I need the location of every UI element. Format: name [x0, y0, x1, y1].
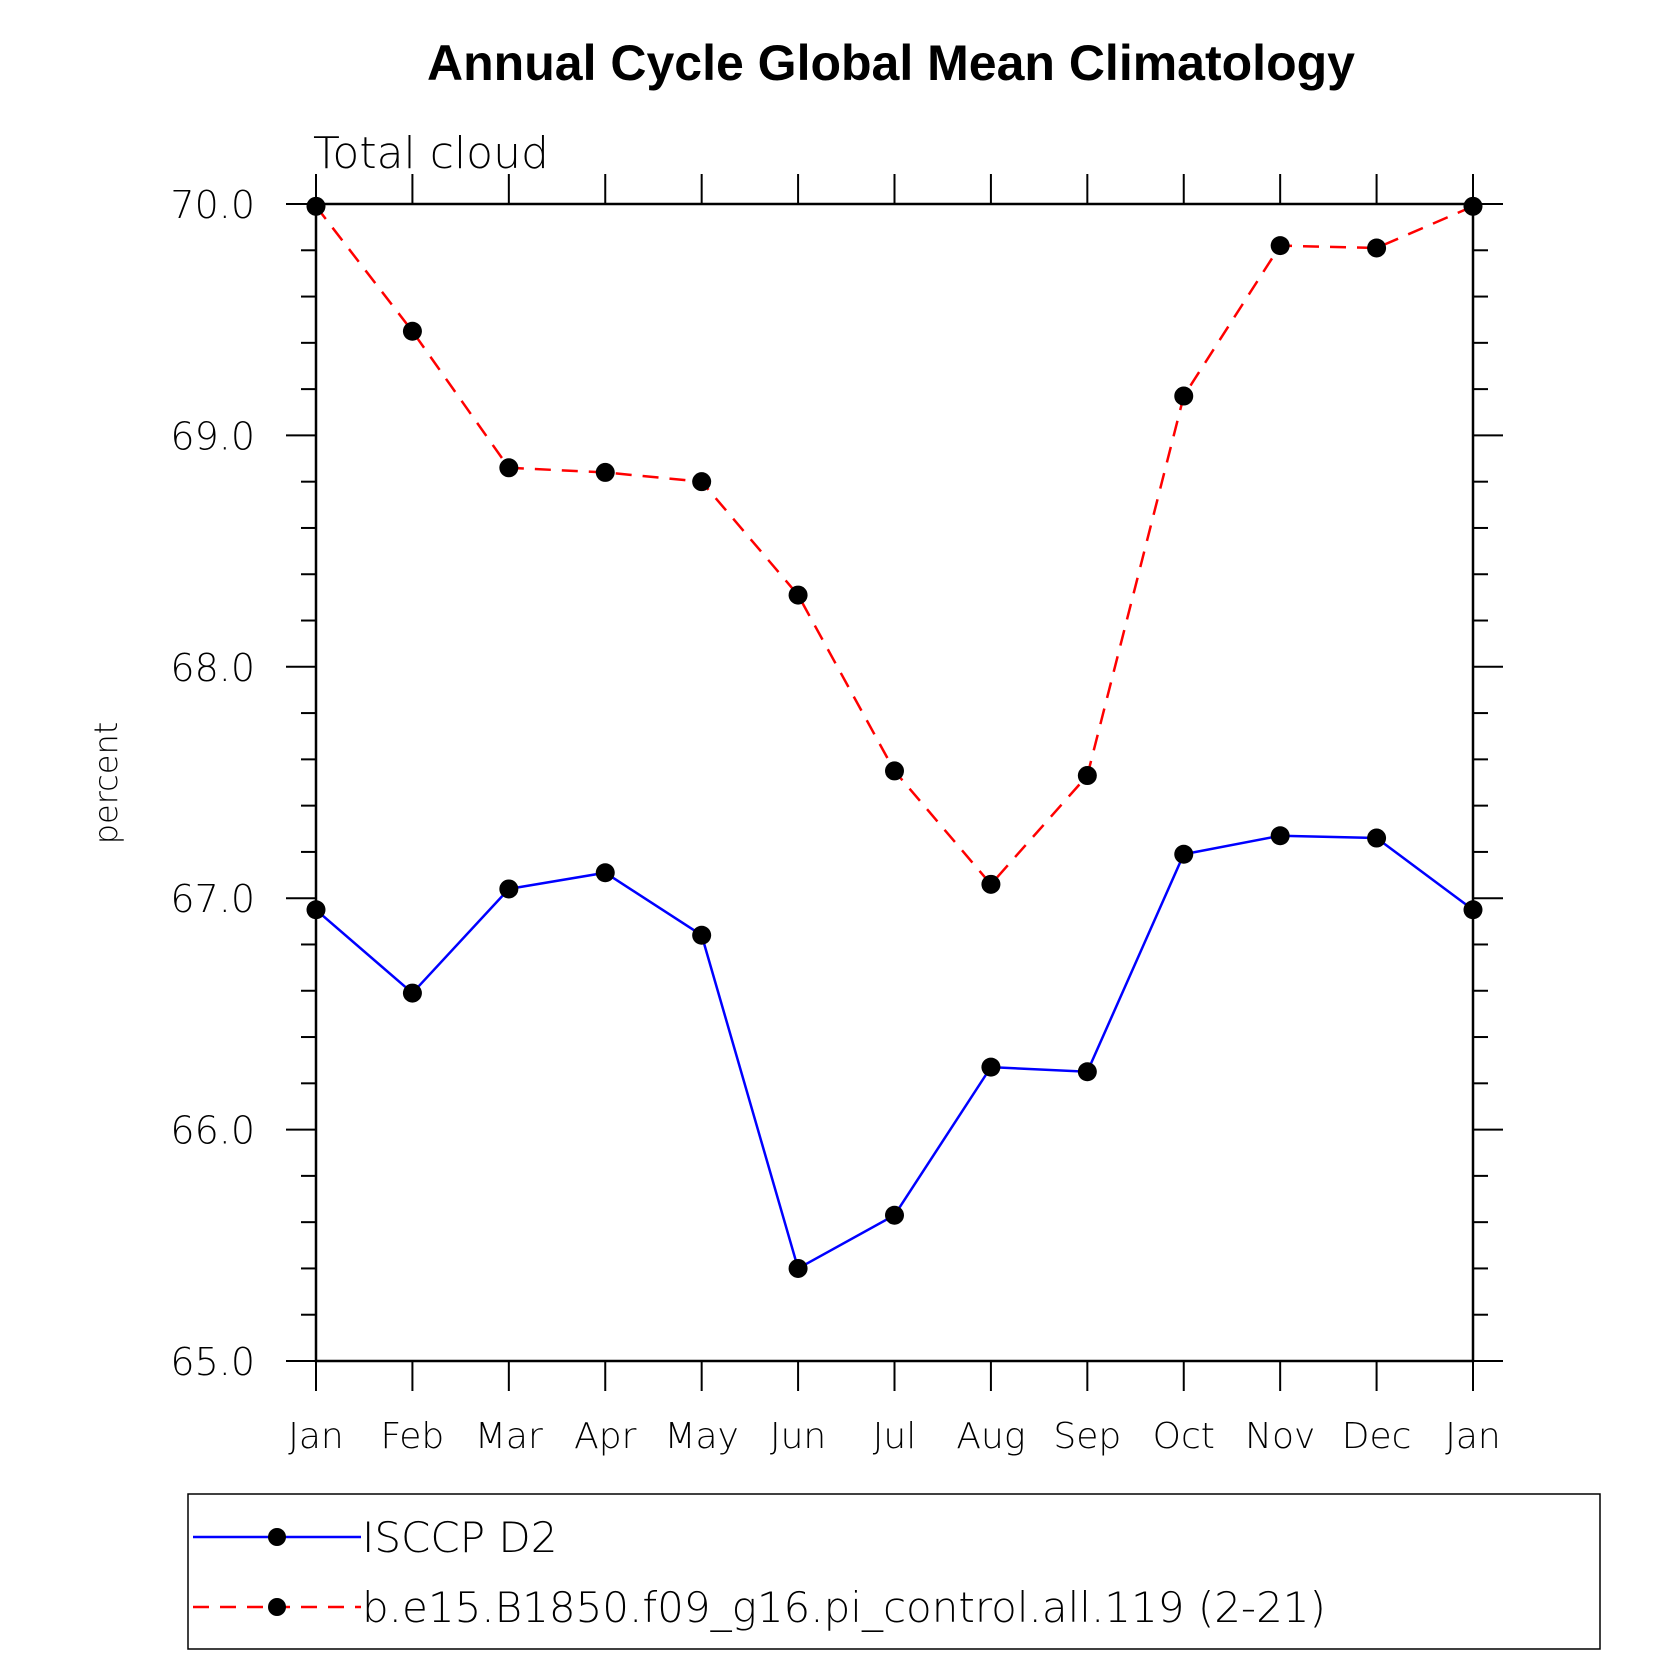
x-tick-label: Jan [1445, 1416, 1501, 1457]
y-tick-label: 67.0 [170, 877, 255, 921]
y-tick-label: 69.0 [170, 414, 255, 458]
y-tick-label: 66.0 [170, 1109, 255, 1153]
data-point [885, 761, 904, 781]
data-point [595, 863, 615, 883]
data-point [306, 196, 326, 216]
legend-label-model: b.e15.B1850.f09_g16.pi_control.all.119 (… [362, 1583, 1326, 1632]
x-tick-label: May [664, 1416, 738, 1457]
legend-label-isccp: ISCCP D2 [362, 1513, 557, 1562]
data-point [1463, 900, 1483, 920]
data-point [595, 462, 615, 482]
data-point [1174, 844, 1194, 864]
data-point [981, 874, 1001, 894]
chart-title: Annual Cycle Global Mean Climatology [427, 35, 1355, 91]
x-tick-label: Dec [1342, 1416, 1412, 1457]
data-point [788, 1258, 808, 1278]
chart-subtitle: Total cloud [313, 128, 549, 179]
data-point [1270, 826, 1290, 846]
legend-box [187, 1493, 1601, 1650]
legend: ISCCP D2 b.e15.B1850.f09_g16.pi_control.… [187, 1493, 1601, 1650]
x-tick-label: Feb [381, 1416, 445, 1457]
data-point [499, 458, 519, 478]
legend-marker-model [268, 1598, 286, 1616]
series-layer [306, 196, 1483, 1278]
x-tick-label: Sep [1053, 1416, 1121, 1457]
data-point [1463, 196, 1483, 216]
data-point [788, 585, 808, 605]
data-point [402, 321, 422, 341]
x-tick-label: Mar [475, 1416, 543, 1457]
data-point [1367, 828, 1387, 848]
y-tick-label: 70.0 [170, 183, 255, 227]
legend-marker-isccp [268, 1528, 286, 1546]
y-tick-labels: 65.0 66.0 67.0 68.0 69.0 70.0 [170, 183, 255, 1384]
data-point [981, 1057, 1001, 1077]
x-tick-label: Aug [956, 1416, 1025, 1457]
x-tick-label: Nov [1245, 1416, 1315, 1457]
y-tick-label: 68.0 [170, 646, 255, 690]
data-point [1077, 766, 1097, 786]
data-point [1270, 236, 1290, 256]
series-line-1 [315, 205, 1474, 887]
plot-frame [314, 202, 1475, 1363]
x-tick-label: Jun [770, 1416, 826, 1457]
data-point [1367, 238, 1387, 258]
x-tick-label: Jul [873, 1416, 916, 1457]
data-point [885, 1205, 904, 1225]
data-point [499, 879, 519, 899]
data-point [1174, 386, 1194, 406]
x-tick-labels: Jan Feb Mar Apr May Jun Jul Aug Sep Oct Nov Dec Jan [288, 1416, 1501, 1457]
x-tick-label: Oct [1153, 1416, 1215, 1457]
axis-ticks [286, 174, 1503, 1391]
y-axis-label: percent [87, 722, 125, 845]
data-point [692, 925, 712, 945]
data-point [692, 472, 712, 492]
data-point [402, 983, 422, 1003]
data-point [1077, 1062, 1097, 1082]
x-tick-label: Jan [288, 1416, 344, 1457]
series-line-0 [315, 834, 1474, 1271]
y-tick-label: 65.0 [170, 1340, 255, 1384]
x-tick-label: Apr [574, 1416, 636, 1457]
data-point [306, 900, 326, 920]
